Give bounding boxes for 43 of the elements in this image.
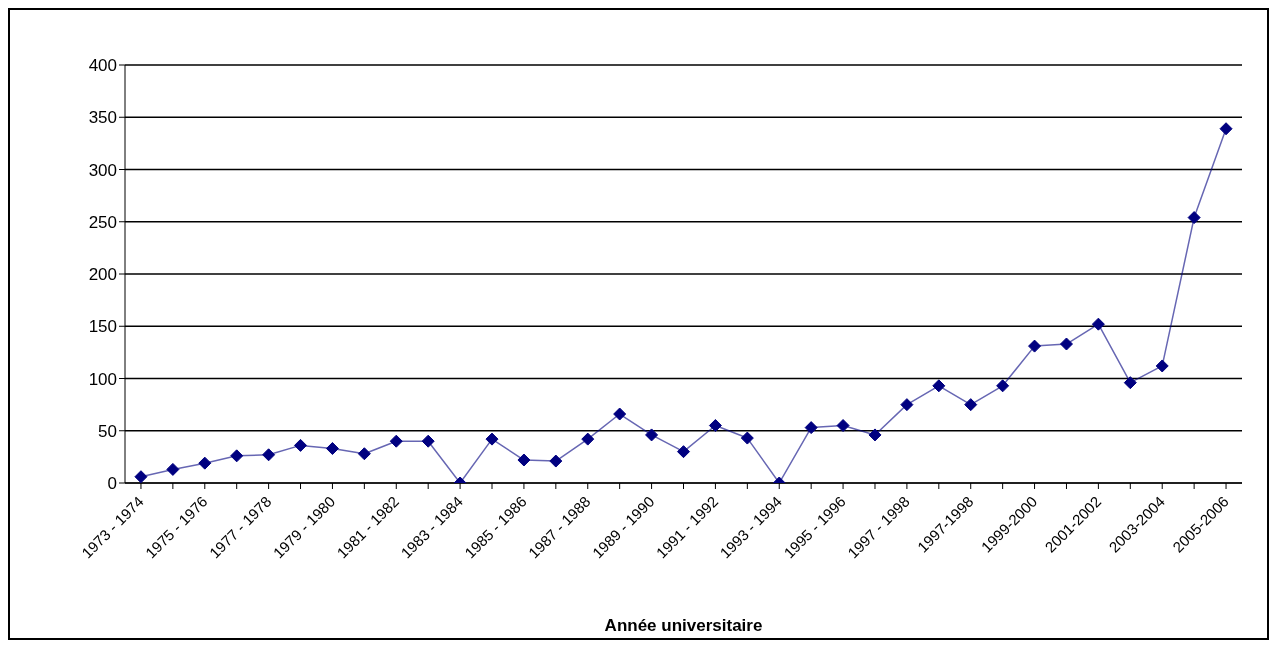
point bbox=[230, 449, 244, 463]
point bbox=[325, 442, 339, 456]
y-tick-label: 250 bbox=[88, 212, 117, 232]
point bbox=[708, 419, 722, 433]
point bbox=[389, 434, 403, 448]
point bbox=[1059, 337, 1073, 351]
y-tick-label: 350 bbox=[88, 108, 117, 128]
y-tick-label: 50 bbox=[98, 421, 117, 441]
point bbox=[198, 456, 212, 470]
y-tick-label: 0 bbox=[107, 474, 117, 494]
point bbox=[836, 419, 850, 433]
point bbox=[1028, 339, 1042, 353]
point bbox=[294, 438, 308, 452]
y-tick-label: 300 bbox=[88, 160, 117, 180]
point bbox=[645, 428, 659, 442]
point bbox=[581, 432, 595, 446]
point bbox=[740, 431, 754, 445]
point bbox=[549, 454, 563, 468]
point bbox=[996, 379, 1010, 393]
y-tick-label: 150 bbox=[88, 317, 117, 337]
point bbox=[485, 432, 499, 446]
point bbox=[1091, 317, 1105, 331]
point bbox=[1155, 359, 1169, 373]
point bbox=[517, 453, 531, 467]
x-axis-title: Année universitaire bbox=[604, 616, 763, 635]
y-tick-label: 200 bbox=[88, 265, 117, 285]
point bbox=[1187, 211, 1201, 225]
point bbox=[1123, 376, 1137, 390]
point bbox=[262, 448, 276, 462]
point bbox=[134, 470, 148, 483]
point bbox=[166, 462, 180, 476]
point bbox=[1219, 122, 1233, 136]
point bbox=[964, 398, 978, 412]
point bbox=[804, 421, 818, 435]
point bbox=[677, 445, 690, 459]
point bbox=[900, 398, 914, 412]
point bbox=[932, 379, 946, 393]
y-tick-label: 100 bbox=[88, 369, 117, 389]
y-tick-label: 400 bbox=[88, 56, 117, 76]
point bbox=[357, 447, 371, 461]
point bbox=[421, 434, 435, 448]
point bbox=[868, 428, 882, 442]
point bbox=[613, 407, 627, 421]
